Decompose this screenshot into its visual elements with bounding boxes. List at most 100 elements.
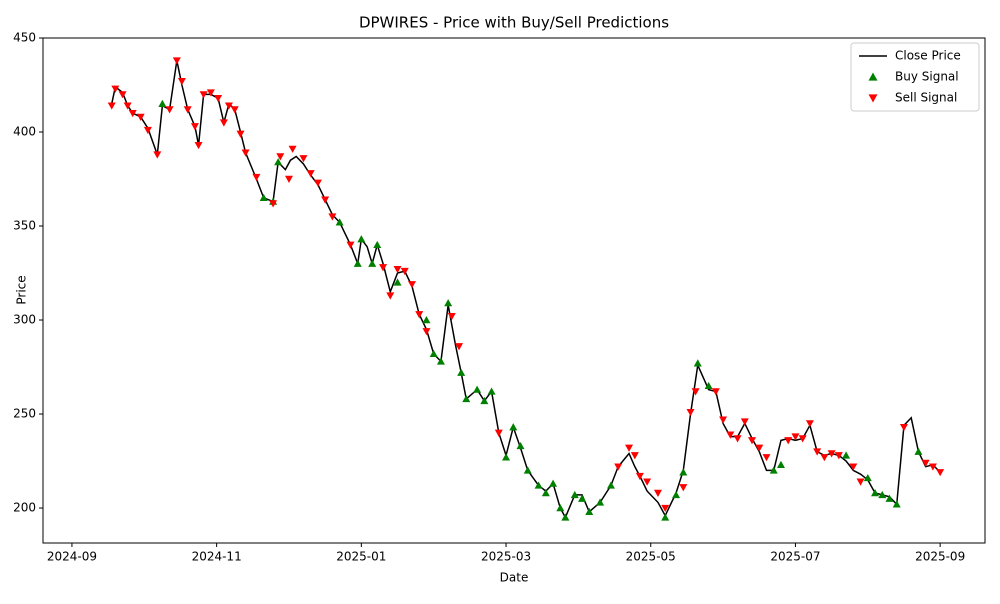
buy-signal: [457, 368, 466, 376]
plot-frame: [42, 37, 986, 544]
buy-signal: [885, 494, 894, 502]
buy-signal: [570, 490, 579, 499]
x-axis-label: Date: [500, 571, 529, 585]
buy-signal: [914, 447, 923, 455]
sell-signal: [784, 437, 793, 445]
y-tick-label: 400: [13, 125, 36, 139]
sell-signal: [653, 489, 662, 497]
sell-signal: [306, 170, 315, 178]
y-tick-label: 350: [13, 219, 36, 233]
buy-signal: [596, 498, 605, 506]
buy-signal: [436, 357, 445, 365]
sell-signal: [136, 113, 145, 121]
sell-signal: [643, 478, 652, 486]
sell-signal: [219, 119, 228, 127]
sell-signal: [748, 437, 757, 445]
sell-signal: [614, 463, 623, 471]
sell-signal: [726, 431, 735, 439]
buy-signal: [357, 235, 366, 243]
buy-signal: [585, 507, 594, 515]
y-tick-label: 300: [13, 313, 36, 327]
sell-signal: [107, 102, 116, 110]
sell-signal: [269, 200, 278, 208]
buy-signal: [393, 278, 402, 286]
sell-signal: [299, 155, 308, 163]
buy-signal: [335, 218, 344, 226]
buy-signal: [842, 451, 851, 459]
sell-signal: [214, 94, 223, 103]
y-axis-label: Price: [15, 275, 29, 304]
buy-signal: [516, 441, 525, 450]
sell-signal: [143, 126, 152, 135]
buy-signal: [373, 240, 382, 249]
legend-label: Sell Signal: [895, 91, 957, 105]
sell-signal: [313, 179, 322, 187]
sell-signal: [691, 388, 700, 396]
sell-signal: [199, 91, 208, 99]
legend-label: Close Price: [895, 49, 961, 63]
buy-signal: [444, 299, 453, 307]
sell-signal: [123, 102, 132, 110]
sell-signal: [494, 429, 503, 437]
buy-signal: [693, 359, 702, 367]
sell-signal: [415, 311, 424, 319]
sell-signal: [288, 145, 297, 153]
sell-signal: [791, 433, 800, 441]
sell-signal: [635, 472, 644, 481]
sell-signal: [194, 141, 203, 150]
sell-signal: [834, 452, 843, 460]
buy-signal: [606, 481, 615, 489]
sell-signal: [719, 416, 728, 424]
buy-signal: [368, 259, 377, 267]
x-tick-label: 2025-01: [336, 550, 386, 564]
sell-signal: [755, 444, 764, 452]
buy-signal: [892, 500, 901, 508]
buy-signal: [871, 488, 880, 497]
sell-signal: [284, 175, 293, 184]
sell-signal: [798, 435, 807, 443]
sell-signal: [183, 106, 192, 114]
buy-signal: [561, 513, 570, 521]
buy-signal: [863, 473, 872, 482]
sell-signal: [252, 173, 261, 182]
chart-title: DPWIRES - Price with Buy/Sell Prediction…: [359, 14, 669, 32]
x-tick-label: 2025-05: [626, 550, 676, 564]
sell-signal: [407, 281, 416, 289]
sell-signal: [679, 484, 688, 492]
buy-signal: [704, 381, 713, 390]
sell-signal: [711, 388, 720, 396]
buy-signal: [679, 468, 688, 476]
sell-signal: [813, 448, 822, 456]
sell-signal: [733, 435, 742, 443]
sell-signal: [165, 106, 174, 114]
sell-signal: [153, 151, 162, 159]
legend-label: Buy Signal: [895, 70, 959, 84]
buy-signal: [534, 481, 543, 489]
x-tick-label: 2025-03: [481, 550, 531, 564]
sell-signal: [686, 408, 695, 417]
sell-signal: [230, 106, 239, 114]
sell-signal: [328, 213, 337, 221]
sell-signal: [899, 423, 908, 432]
sell-signal: [379, 264, 388, 272]
buy-signal: [353, 259, 362, 267]
sell-signal: [740, 418, 749, 426]
y-tick-label: 250: [13, 407, 36, 421]
buy-signal: [672, 490, 681, 499]
sell-signal: [856, 478, 865, 486]
x-tick-label: 2024-09: [47, 550, 97, 564]
sell-signal: [206, 89, 215, 97]
x-tick-label: 2025-07: [770, 550, 820, 564]
x-tick-label: 2025-09: [915, 550, 965, 564]
sell-signal: [236, 130, 245, 138]
sell-signal: [386, 292, 395, 300]
sell-signal: [661, 504, 670, 513]
sell-signal: [190, 123, 199, 131]
sell-signal: [447, 313, 456, 321]
legend-marker: [868, 72, 878, 81]
buy-signal: [769, 466, 778, 474]
sell-signal: [321, 196, 330, 204]
sell-signal: [224, 102, 233, 110]
sell-signal: [241, 149, 250, 157]
